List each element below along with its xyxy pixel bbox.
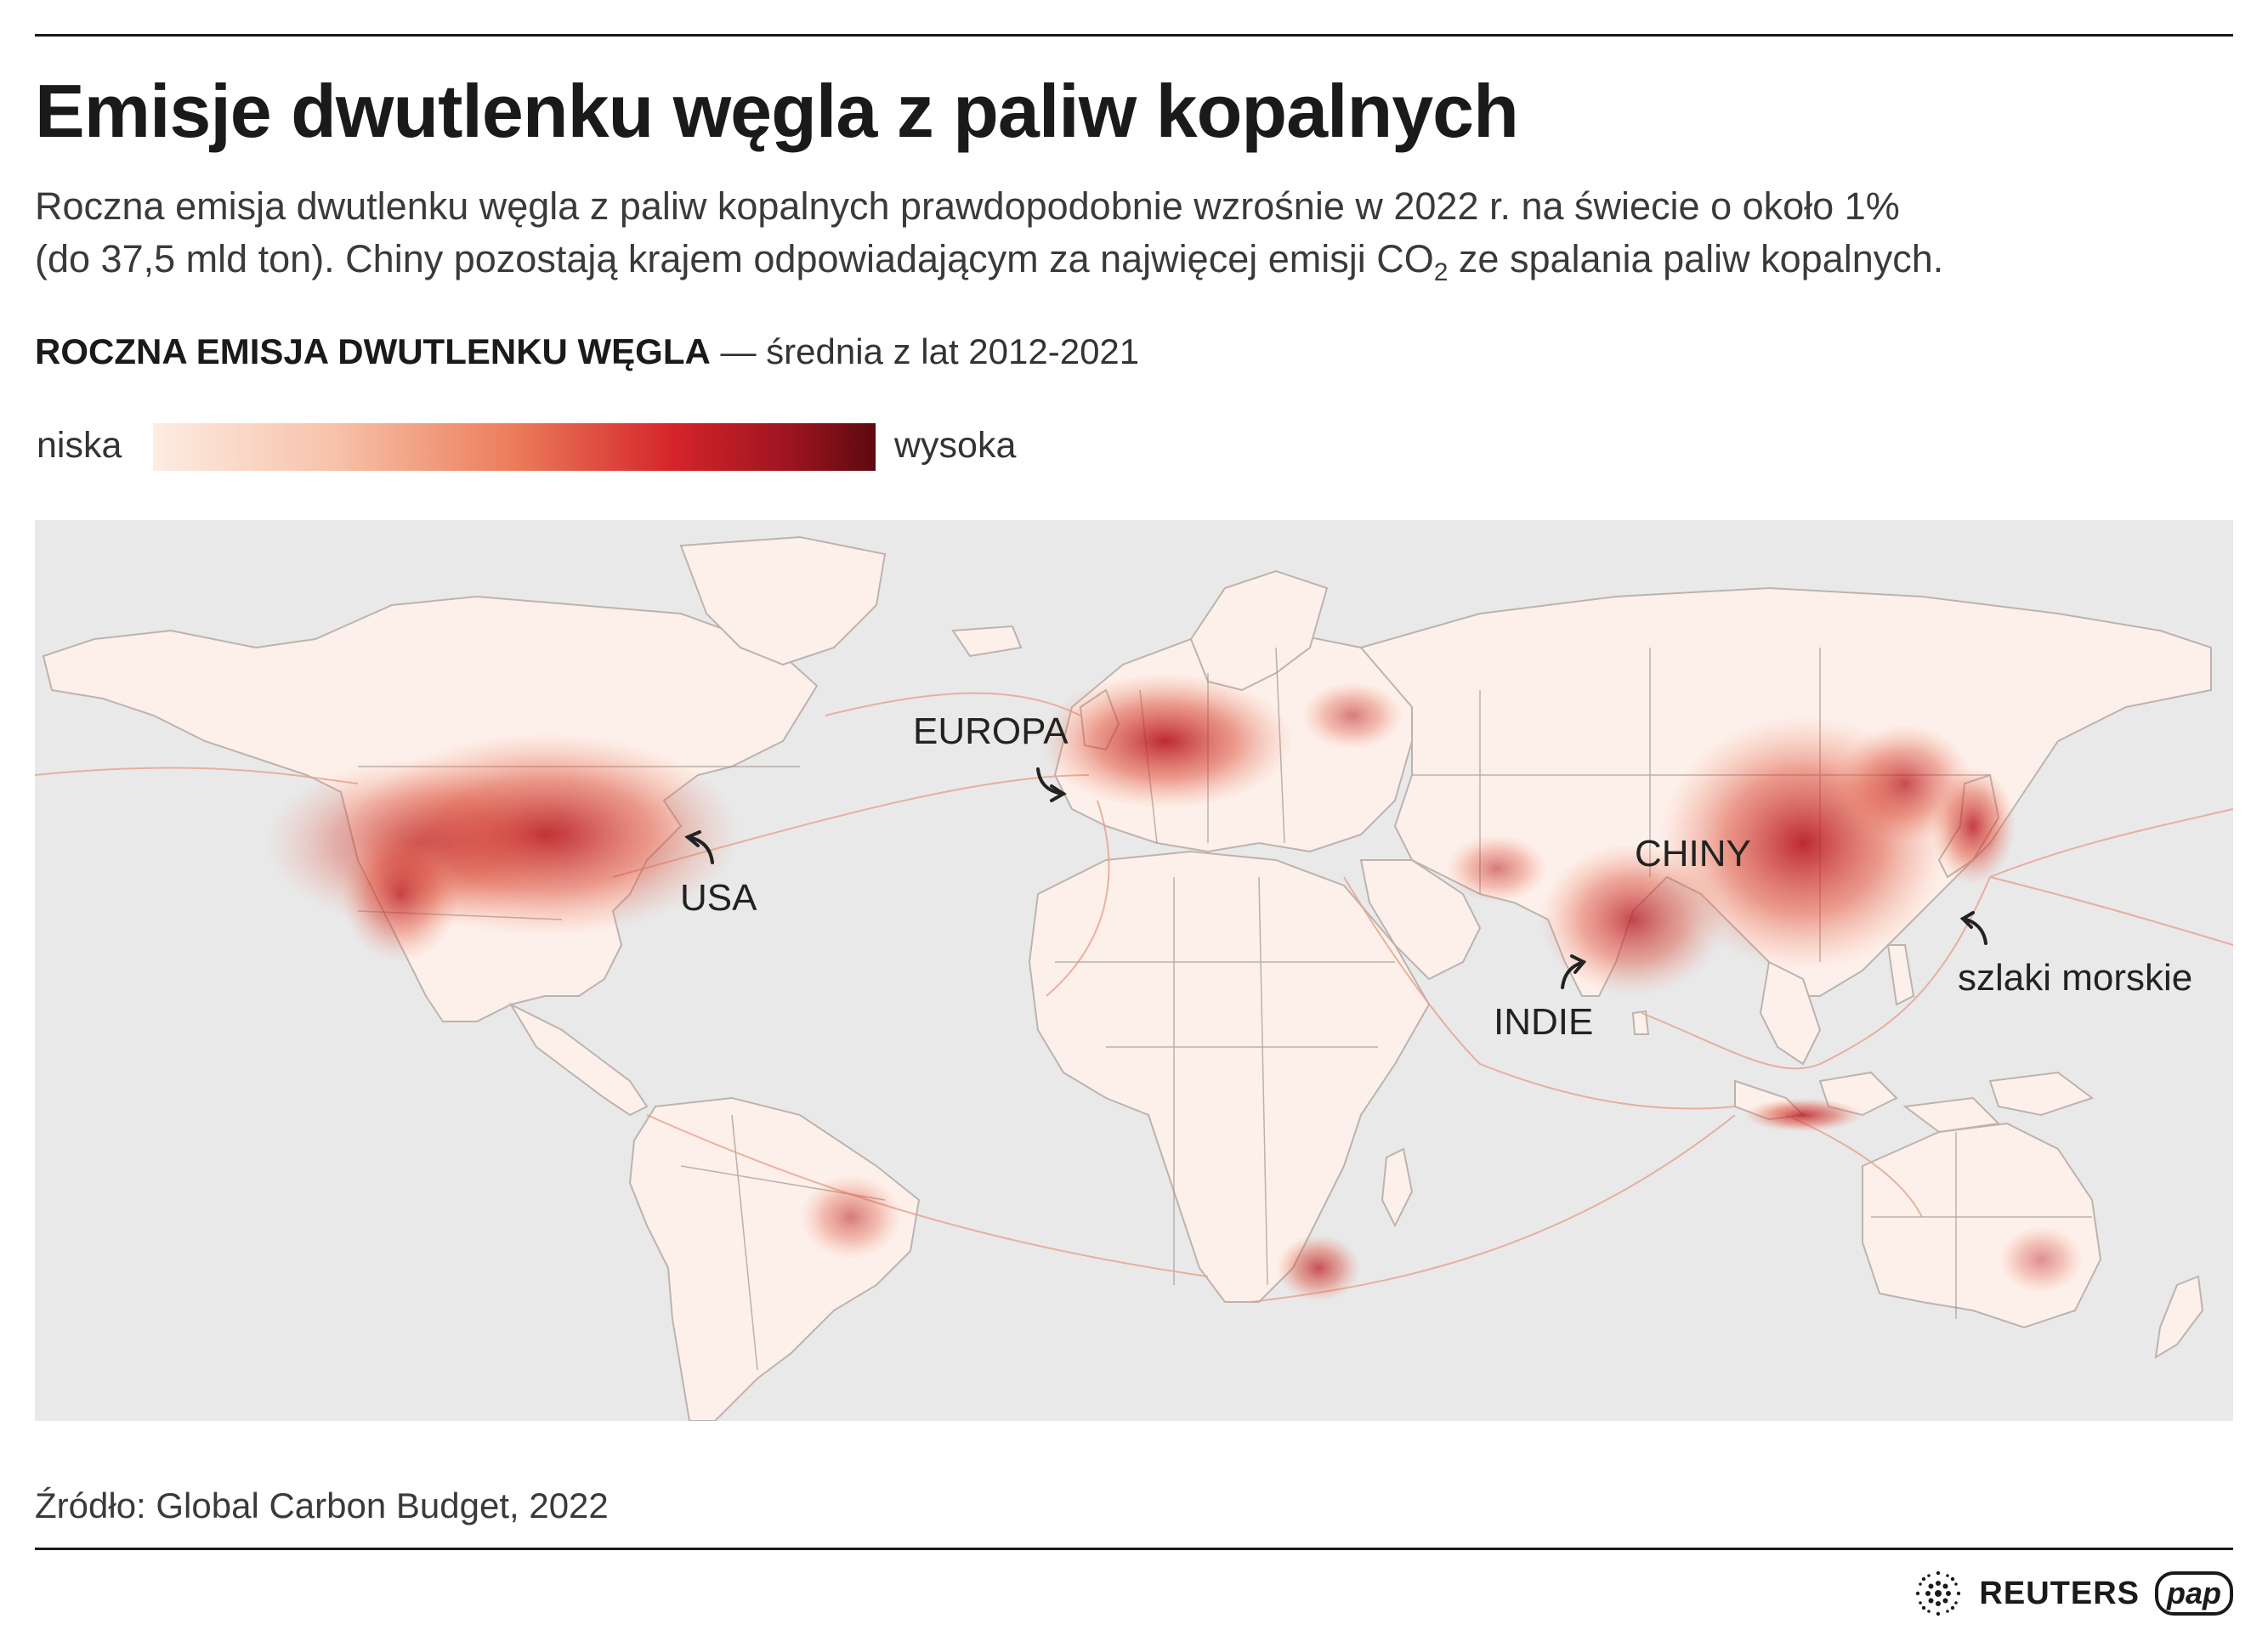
section-heading-bold: ROCZNA EMISJA DWUTLENKU WĘGLA [35,331,711,371]
land-philippines [1886,944,1915,1006]
annotation-arrows [684,767,1987,989]
land-new-zealand [2154,1275,2204,1359]
land-arabia [1359,859,1482,981]
hotspot-moscow [1301,682,1403,750]
label-szlaki-morskie: szlaki morskie [1958,957,2193,999]
reuters-logo-text: REUTERS [1979,1575,2140,1611]
land-iceland [951,625,1023,658]
section-heading-rest: — średnia z lat 2012-2021 [710,331,1140,371]
legend-high-label: wysoka [894,425,1017,466]
arrow-usa-icon [684,830,714,864]
land-australia [1862,1122,2102,1329]
hotspot-india [1539,843,1727,996]
bottom-rule [35,1548,2233,1550]
hotspot-java [1744,1098,1863,1132]
map-canvas [35,535,2233,1421]
subtitle-line-2b: ze spalania paliw kopalnych. [1448,237,1944,280]
hotspot-japan [1931,767,2016,886]
hotspot-gulf [1446,835,1548,903]
landmasses [42,535,2212,1421]
hotspot-south-africa [1276,1234,1361,1302]
hotspot-australia-east [1999,1225,2084,1293]
label-indie: INDIE [1494,1001,1594,1043]
subtitle-subscript: 2 [1433,258,1449,286]
legend-low-label: niska [37,425,122,466]
top-rule [35,34,2233,37]
hotspot-brazil [800,1174,902,1259]
land-madagascar [1381,1147,1414,1228]
label-usa: USA [680,877,757,919]
label-europa: EUROPA [913,710,1069,752]
world-map: EUROPA USA CHINY INDIE szlaki morskie [35,520,2233,1421]
land-central-america [508,1002,649,1117]
land-new-guinea [1988,1071,2095,1117]
hotspot-usa-west [341,826,460,962]
subtitle-line-1: Roczna emisja dwutlenku węgla z paliw ko… [35,184,1900,228]
logos: REUTERS pap [1913,1568,2233,1619]
subtitle-line-2a: (do 37,5 mld ton). Chiny pozostają kraje… [35,237,1434,280]
label-chiny: CHINY [1635,833,1751,874]
land-indochina [1759,960,1822,1066]
hotspot-europe [1038,673,1293,809]
arrow-shipping-icon [1959,911,1987,945]
section-heading: ROCZNA EMISJA DWUTLENKU WĘGLA — średnia … [35,331,1139,372]
land-sri-lanka [1631,1010,1650,1035]
land-indonesia-3 [1902,1096,2001,1134]
emission-hotspots [264,673,2084,1302]
land-africa [1028,850,1431,1303]
subtitle: Roczna emisja dwutlenku węgla z paliw ko… [35,180,2245,299]
reuters-logo-icon [1916,1571,1961,1616]
land-south-america [628,1096,921,1421]
arrow-india-icon [1561,954,1587,989]
pap-logo: pap [2154,1571,2233,1616]
source-note: Źródło: Global Carbon Budget, 2022 [35,1486,609,1525]
page-title: Emisje dwutlenku węgla z paliw kopalnych [35,69,1519,153]
legend-gradient-bar [153,423,876,471]
arrow-europe-icon [1036,767,1067,802]
land-greenland [679,535,887,666]
